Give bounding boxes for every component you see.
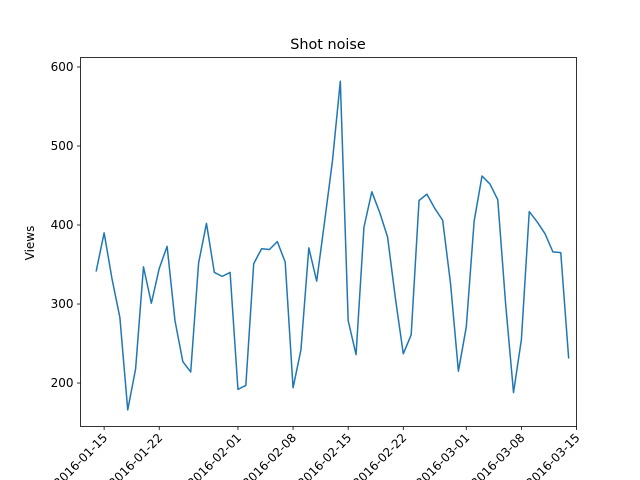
plot-frame [80, 57, 577, 427]
y-tick-label: 600 [51, 60, 74, 74]
series-line [95, 80, 570, 411]
y-tick-label: 200 [51, 376, 74, 390]
y-tick-label: 500 [51, 139, 74, 153]
y-axis-ticks: 200 300 400 500 600 [51, 60, 81, 390]
y-tick-label: 300 [51, 297, 74, 311]
chart-title: Shot noise [290, 37, 366, 53]
y-tick-label: 400 [51, 218, 74, 232]
y-axis-label: Views [23, 226, 37, 261]
